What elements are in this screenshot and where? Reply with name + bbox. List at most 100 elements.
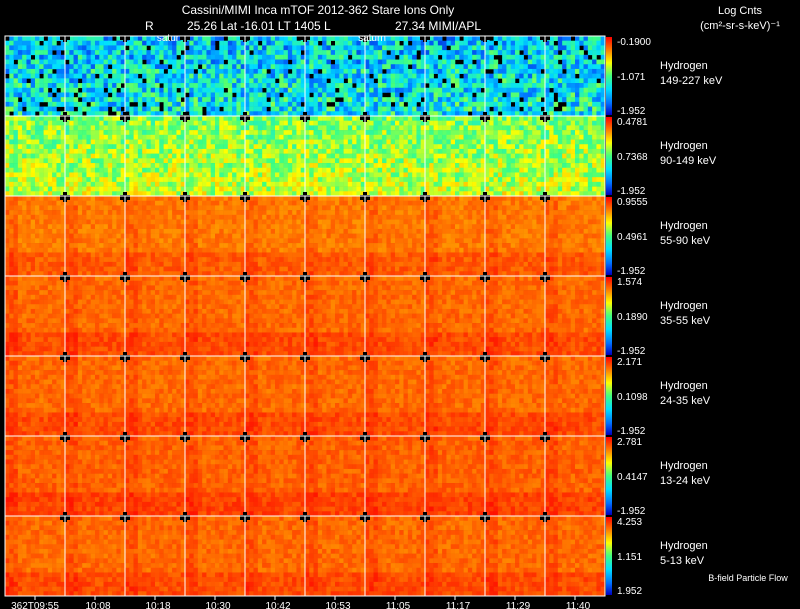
heatmap-cell	[112, 92, 117, 98]
heatmap-cell	[219, 134, 224, 140]
heatmap-cell	[155, 116, 160, 122]
heatmap-cell	[245, 50, 250, 56]
heatmap-cell	[5, 191, 10, 197]
heatmap-cell	[39, 45, 44, 51]
heatmap-cell	[90, 186, 96, 192]
heatmap-cell	[215, 101, 220, 107]
heatmap-cell	[86, 172, 92, 178]
heatmap-cell	[159, 130, 164, 136]
heatmap-cell	[99, 125, 104, 131]
heatmap-cell	[330, 158, 336, 164]
heatmap-cell	[497, 167, 503, 173]
heatmap-cell	[112, 59, 117, 65]
heatmap-cell	[227, 97, 233, 103]
heatmap-cell	[163, 158, 169, 164]
heatmap-cell	[497, 134, 503, 140]
heatmap-cell	[356, 92, 362, 98]
heatmap-cell	[497, 120, 503, 126]
heatmap-cell	[557, 73, 563, 79]
heatmap-cell	[56, 224, 62, 230]
heatmap-cell	[390, 40, 396, 46]
heatmap-cell	[343, 87, 349, 93]
heatmap-cell	[240, 68, 246, 74]
heatmap-cell	[382, 153, 387, 159]
heatmap-cell	[197, 120, 203, 126]
heatmap-cell	[429, 191, 434, 197]
heatmap-cell	[9, 181, 14, 187]
heatmap-cell	[395, 101, 400, 107]
heatmap-cell	[429, 148, 434, 154]
heatmap-cell	[399, 181, 404, 187]
heatmap-cell	[73, 97, 79, 103]
heatmap-cell	[545, 68, 550, 74]
heatmap-cell	[365, 106, 370, 112]
heatmap-cell	[510, 111, 516, 117]
heatmap-cell	[103, 172, 109, 178]
heatmap-cell	[502, 97, 507, 103]
heatmap-cell	[22, 247, 27, 253]
heatmap-cell	[493, 130, 499, 136]
heatmap-cell	[515, 158, 520, 164]
heatmap-cell	[47, 219, 53, 225]
heatmap-cell	[382, 120, 387, 126]
heatmap-cell	[26, 111, 32, 117]
heatmap-cell	[257, 54, 263, 60]
heatmap-cell	[13, 120, 19, 126]
heatmap-cell	[150, 163, 156, 169]
heatmap-cell	[266, 116, 272, 122]
heatmap-cell	[197, 181, 203, 187]
heatmap-cell	[86, 191, 92, 197]
heatmap-cell	[527, 92, 533, 98]
heatmap-cell	[283, 172, 289, 178]
heatmap-cell	[450, 158, 456, 164]
heatmap-cell	[283, 97, 289, 103]
heatmap-cell	[17, 261, 23, 267]
heatmap-cell	[39, 78, 44, 84]
heatmap-cell	[382, 139, 387, 145]
heatmap-cell	[155, 83, 160, 89]
heatmap-cell	[99, 158, 104, 164]
heatmap-cell	[377, 144, 383, 150]
heatmap-cell	[249, 45, 254, 51]
heatmap-cell	[326, 125, 332, 131]
heatmap-cell	[596, 68, 602, 74]
heatmap-cell	[206, 59, 212, 65]
heatmap-cell	[95, 116, 100, 122]
heatmap-cell	[322, 153, 327, 159]
heatmap-cell	[99, 120, 104, 126]
heatmap-cell	[442, 153, 447, 159]
heatmap-cell	[227, 153, 233, 159]
heatmap-cell	[9, 92, 14, 98]
heatmap-cell	[22, 271, 27, 277]
heatmap-cell	[103, 139, 109, 145]
heatmap-cell	[35, 64, 40, 70]
heatmap-cell	[326, 181, 332, 187]
heatmap-cell	[185, 163, 190, 169]
heatmap-cell	[223, 68, 229, 74]
heatmap-cell	[137, 181, 143, 187]
heatmap-cell	[510, 144, 516, 150]
heatmap-cell	[527, 186, 533, 192]
heatmap-cell	[467, 148, 473, 154]
heatmap-cell	[73, 139, 79, 145]
heatmap-cell	[296, 134, 302, 140]
heatmap-cell	[596, 59, 602, 65]
heatmap-cell	[369, 111, 374, 117]
heatmap-cell	[167, 78, 173, 84]
heatmap-cell	[425, 50, 430, 56]
heatmap-cell	[9, 238, 14, 244]
heatmap-cell	[305, 78, 310, 84]
heatmap-cell	[279, 97, 284, 103]
heatmap-cell	[17, 40, 23, 46]
heatmap-cell	[395, 92, 400, 98]
heatmap-cell	[369, 153, 374, 159]
heatmap-cell	[73, 191, 79, 197]
heatmap-cell	[326, 139, 332, 145]
heatmap-cell	[112, 163, 117, 169]
heatmap-cell	[373, 186, 379, 192]
heatmap-cell	[17, 158, 23, 164]
heatmap-cell	[22, 139, 27, 145]
heatmap-cell	[493, 144, 499, 150]
heatmap-cell	[429, 134, 434, 140]
heatmap-cell	[99, 224, 104, 230]
